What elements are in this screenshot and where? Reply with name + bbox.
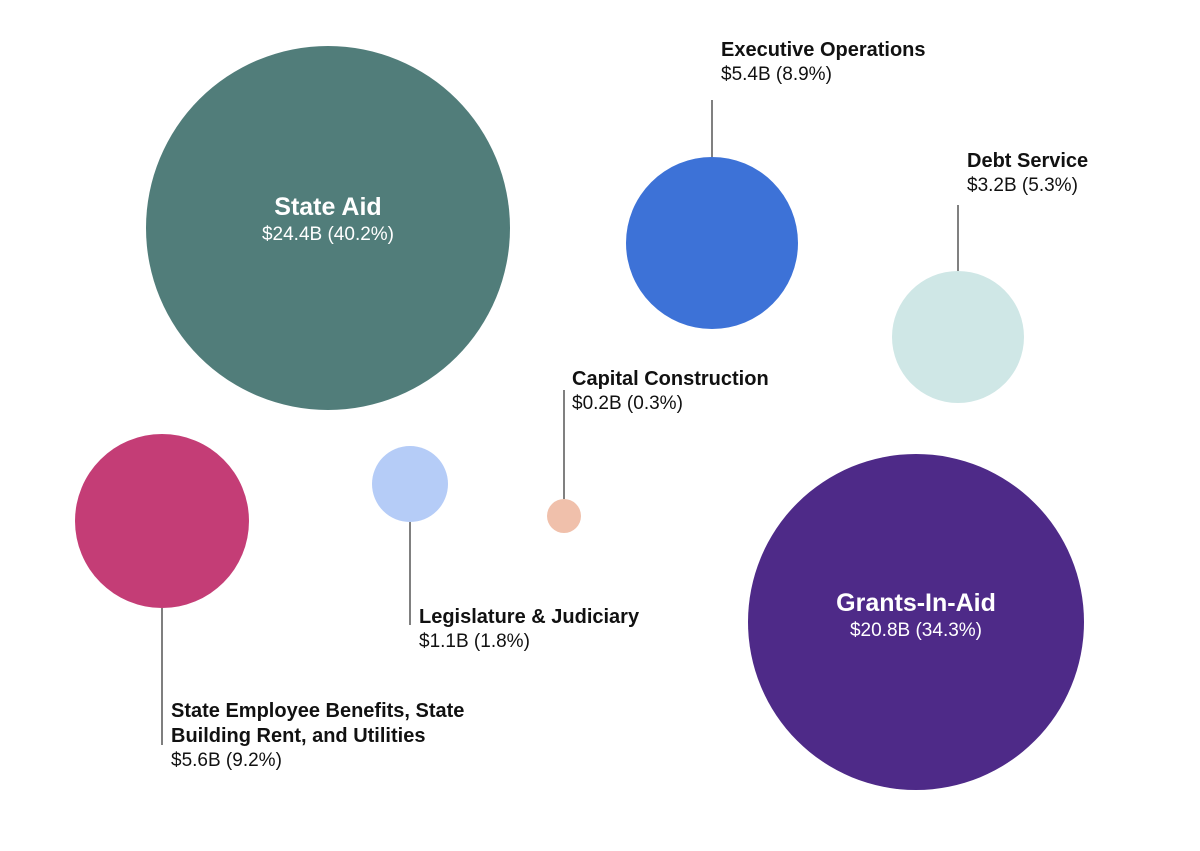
- label-value: $5.4B (8.9%): [721, 64, 832, 85]
- label-name: Legislature & Judiciary: [419, 606, 640, 628]
- bubble-state-employee-benefits-state-building-rent-and-utilities: [75, 434, 249, 608]
- label-executive-operations: Executive Operations $5.4B (8.9%): [721, 38, 926, 87]
- label-legislature-judiciary: Legislature & Judiciary $1.1B (1.8%): [419, 605, 639, 654]
- label-name: Capital Construction: [572, 368, 769, 390]
- label-grants-in-aid: Grants-In-Aid $20.8B (34.3%): [766, 588, 1066, 643]
- bubble-grants-in-aid: [748, 454, 1084, 790]
- label-name: State Aid: [274, 193, 382, 221]
- label-capital-construction: Capital Construction $0.2B (0.3%): [572, 367, 769, 416]
- bubble-state-aid: [146, 46, 510, 410]
- label-value: $5.6B (9.2%): [171, 750, 282, 771]
- label-name: Grants-In-Aid: [836, 589, 996, 617]
- label-name: Executive Operations: [721, 39, 926, 61]
- bubble-legislature-judiciary: [372, 446, 448, 522]
- bubble-executive-operations: [626, 157, 798, 329]
- bubble-debt-service: [892, 271, 1024, 403]
- label-debt-service: Debt Service $3.2B (5.3%): [967, 149, 1088, 198]
- label-state-employee-benefits: State Employee Benefits, State Building …: [171, 699, 541, 773]
- label-name: Debt Service: [967, 150, 1089, 172]
- label-name: State Employee Benefits, State Building …: [171, 700, 465, 747]
- label-value: $20.8B (34.3%): [849, 620, 983, 642]
- label-state-aid: State Aid $24.4B (40.2%): [178, 192, 478, 247]
- label-value: $3.2B (5.3%): [967, 175, 1078, 196]
- label-value: $24.4B (40.2%): [261, 224, 395, 246]
- bubble-capital-construction: [547, 499, 581, 533]
- label-value: $1.1B (1.8%): [419, 631, 530, 652]
- label-value: $0.2B (0.3%): [572, 393, 683, 414]
